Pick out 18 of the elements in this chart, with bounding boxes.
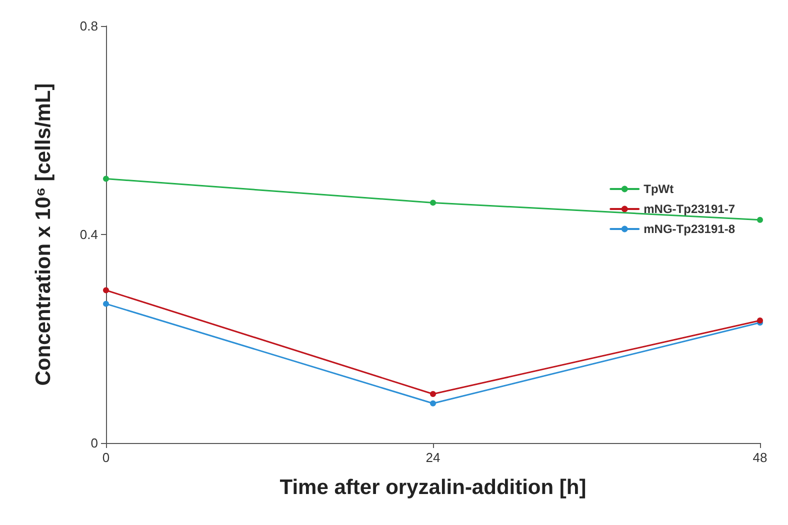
x-tick-label: 24: [426, 450, 440, 465]
point: [103, 287, 109, 294]
point: [430, 400, 436, 406]
point: [103, 300, 109, 307]
point: [430, 200, 436, 206]
y-tick-label: 0.8: [80, 18, 98, 34]
x-axis-title: Time after oryzalin-addition [h]: [280, 476, 586, 499]
legend-label: mNG-Tp23191-7: [644, 202, 736, 216]
y-tick-label: 0.4: [80, 227, 98, 242]
point: [103, 176, 109, 182]
point: [757, 216, 763, 223]
point: [430, 391, 436, 397]
legend-label: TpWt: [644, 182, 674, 196]
y-axis-title: Concentration x 10⁶ [cells/mL]: [32, 83, 55, 386]
y-tick-label: 0: [90, 436, 98, 450]
x-tick-label: 0: [102, 450, 110, 465]
x-tick-label: 48: [752, 450, 768, 465]
legend-label: mNG-Tp23191-8: [644, 222, 736, 236]
